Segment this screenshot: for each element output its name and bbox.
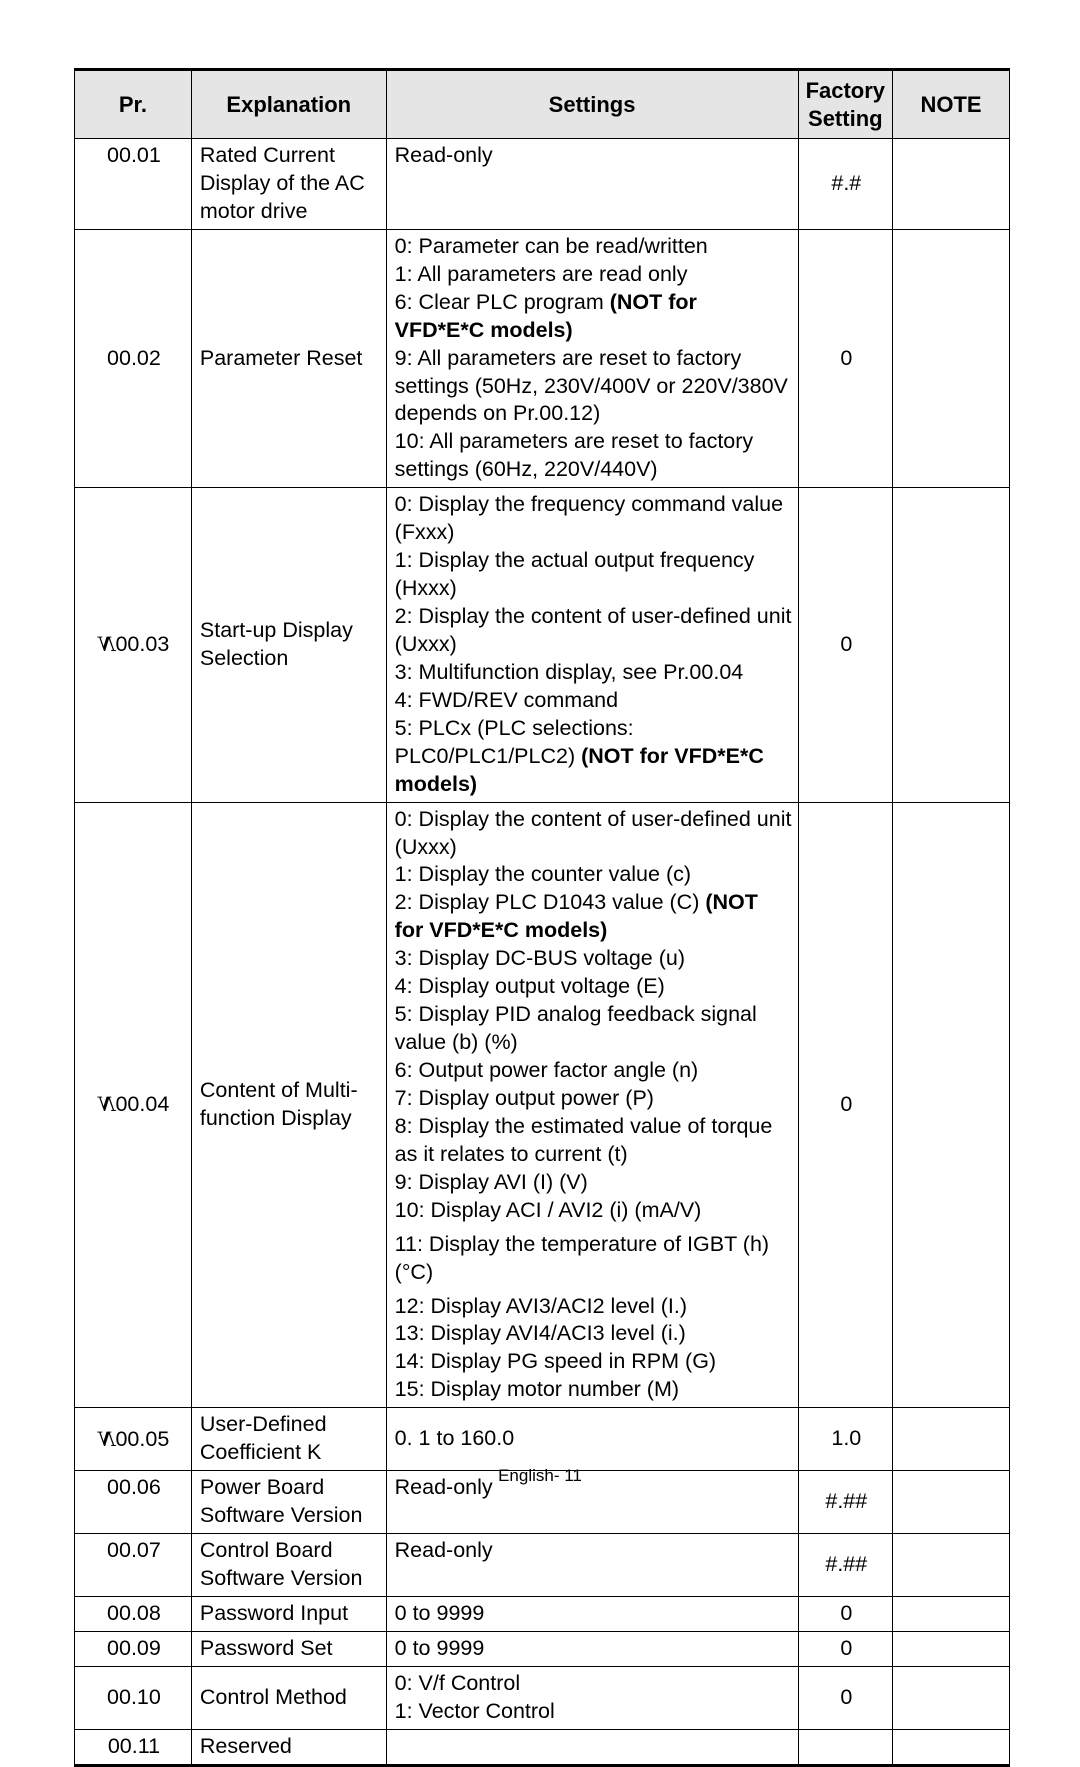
cell-settings: 0: Display the frequency command value (…	[386, 488, 798, 802]
table-row: N00.03Start-up Display Selection0: Displ…	[75, 488, 1010, 802]
parameter-table-wrapper: Pr. Explanation Settings Factory Setting…	[74, 68, 1010, 1767]
cell-explanation: Password Input	[191, 1596, 386, 1631]
header-explanation: Explanation	[191, 71, 386, 139]
parameter-table: Pr. Explanation Settings Factory Setting…	[74, 71, 1010, 1764]
pr-number: 00.04	[115, 1092, 169, 1116]
runtime-settable-icon: N	[96, 630, 117, 659]
pr-number: 00.08	[107, 1601, 161, 1625]
cell-explanation: User-Defined Coefficient K	[191, 1408, 386, 1471]
pr-number: 00.02	[107, 346, 161, 370]
cell-pr: 00.02	[75, 229, 192, 487]
cell-pr: 00.07	[75, 1534, 192, 1597]
runtime-settable-icon: N	[96, 1425, 117, 1454]
table-row: 00.11 Reserved	[75, 1729, 1010, 1763]
cell-pr: N00.03	[75, 488, 192, 802]
cell-pr: 00.01	[75, 139, 192, 230]
cell-pr: 00.10	[75, 1666, 192, 1729]
cell-note	[893, 1596, 1010, 1631]
footer-text: English- 11	[498, 1466, 582, 1485]
page-container: Pr. Explanation Settings Factory Setting…	[0, 0, 1080, 1767]
table-row: N00.05User-Defined Coefficient K0. 1 to …	[75, 1408, 1010, 1471]
runtime-settable-icon: N	[96, 1090, 117, 1119]
cell-factory: 0	[798, 802, 893, 1408]
cell-settings: 0 to 9999	[386, 1631, 798, 1666]
table-row: 00.10 Control Method0: V/f Control1: Vect…	[75, 1666, 1010, 1729]
table-row: 00.09 Password Set0 to 99990	[75, 1631, 1010, 1666]
pr-number: 00.10	[107, 1685, 161, 1709]
pr-number: 00.03	[115, 632, 169, 656]
table-row: 00.01 Rated Current Display of the AC mot…	[75, 139, 1010, 230]
cell-factory: #.#	[798, 139, 893, 230]
cell-factory: 0	[798, 229, 893, 487]
pr-number: 00.01	[107, 143, 161, 167]
header-factory: Factory Setting	[798, 71, 893, 139]
header-note: NOTE	[893, 71, 1010, 139]
cell-settings: 0: Display the content of user-defined u…	[386, 802, 798, 1408]
cell-pr: 00.09	[75, 1631, 192, 1666]
table-row: 00.07 Control Board Software VersionRead-…	[75, 1534, 1010, 1597]
cell-factory: 1.0	[798, 1408, 893, 1471]
cell-factory	[798, 1729, 893, 1763]
cell-note	[893, 802, 1010, 1408]
table-row: N00.04Content of Multi-function Display0…	[75, 802, 1010, 1408]
cell-pr: 00.11	[75, 1729, 192, 1763]
header-settings: Settings	[386, 71, 798, 139]
pr-number: 00.05	[115, 1427, 169, 1451]
cell-explanation: Control Board Software Version	[191, 1534, 386, 1597]
pr-number: 00.09	[107, 1636, 161, 1660]
cell-explanation: Parameter Reset	[191, 229, 386, 487]
cell-explanation: Control Method	[191, 1666, 386, 1729]
cell-note	[893, 139, 1010, 230]
cell-pr: N00.04	[75, 802, 192, 1408]
cell-settings: 0 to 9999	[386, 1596, 798, 1631]
cell-note	[893, 1631, 1010, 1666]
cell-explanation: Content of Multi-function Display	[191, 802, 386, 1408]
cell-settings: Read-only	[386, 139, 798, 230]
cell-explanation: Password Set	[191, 1631, 386, 1666]
cell-settings	[386, 1729, 798, 1763]
cell-explanation: Rated Current Display of the AC motor dr…	[191, 139, 386, 230]
cell-factory: #.##	[798, 1534, 893, 1597]
cell-note	[893, 1729, 1010, 1763]
cell-pr: 00.08	[75, 1596, 192, 1631]
cell-settings: 0. 1 to 160.0	[386, 1408, 798, 1471]
cell-note	[893, 1408, 1010, 1471]
cell-note	[893, 1666, 1010, 1729]
header-pr: Pr.	[75, 71, 192, 139]
cell-note	[893, 1534, 1010, 1597]
table-body: 00.01 Rated Current Display of the AC mot…	[75, 139, 1010, 1764]
page-footer: English- 11	[0, 1466, 1080, 1486]
pr-number: 00.07	[107, 1538, 161, 1562]
cell-settings: 0: V/f Control1: Vector Control	[386, 1666, 798, 1729]
cell-settings: 0: Parameter can be read/written1: All p…	[386, 229, 798, 487]
table-row: 00.08 Password Input0 to 99990	[75, 1596, 1010, 1631]
table-row: 00.02 Parameter Reset0: Parameter can be …	[75, 229, 1010, 487]
cell-factory: 0	[798, 488, 893, 802]
cell-factory: 0	[798, 1596, 893, 1631]
cell-pr: N00.05	[75, 1408, 192, 1471]
table-header-row: Pr. Explanation Settings Factory Setting…	[75, 71, 1010, 139]
cell-note	[893, 229, 1010, 487]
cell-factory: 0	[798, 1631, 893, 1666]
cell-settings: Read-only	[386, 1534, 798, 1597]
cell-note	[893, 488, 1010, 802]
cell-explanation: Reserved	[191, 1729, 386, 1763]
cell-explanation: Start-up Display Selection	[191, 488, 386, 802]
pr-number: 00.11	[108, 1734, 160, 1758]
cell-factory: 0	[798, 1666, 893, 1729]
